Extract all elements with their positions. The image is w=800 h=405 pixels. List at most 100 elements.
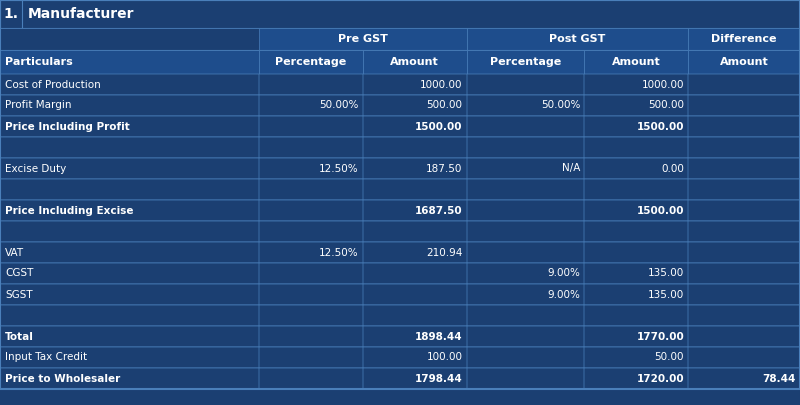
Bar: [363, 305, 466, 326]
Bar: [259, 221, 363, 242]
Text: SGST: SGST: [5, 290, 33, 300]
Bar: [363, 179, 466, 200]
Text: Input Tax Credit: Input Tax Credit: [5, 352, 87, 362]
Bar: [584, 50, 688, 74]
Bar: [0, 28, 800, 50]
Bar: [584, 179, 688, 200]
Text: N/A: N/A: [562, 164, 580, 173]
Bar: [259, 200, 363, 221]
Text: 9.00%: 9.00%: [547, 269, 580, 279]
Bar: [363, 50, 466, 74]
Text: Cost of Production: Cost of Production: [5, 79, 101, 90]
Bar: [0, 368, 259, 389]
Text: 1500.00: 1500.00: [637, 122, 684, 132]
Text: Amount: Amount: [720, 57, 769, 67]
Bar: [466, 50, 584, 74]
Bar: [466, 368, 584, 389]
Bar: [259, 28, 466, 50]
Bar: [0, 137, 800, 158]
Bar: [688, 242, 800, 263]
Bar: [584, 221, 688, 242]
Bar: [0, 179, 259, 200]
Bar: [0, 158, 259, 179]
Bar: [688, 326, 800, 347]
Bar: [0, 200, 259, 221]
Bar: [584, 74, 688, 95]
Bar: [0, 326, 259, 347]
Text: Excise Duty: Excise Duty: [5, 164, 66, 173]
Text: 0.00: 0.00: [661, 164, 684, 173]
Bar: [584, 95, 688, 116]
Text: Total: Total: [5, 332, 34, 341]
Bar: [259, 326, 363, 347]
Bar: [0, 50, 800, 74]
Bar: [0, 116, 259, 137]
Bar: [466, 284, 584, 305]
Bar: [363, 326, 466, 347]
Bar: [688, 221, 800, 242]
Bar: [0, 263, 259, 284]
Bar: [363, 221, 466, 242]
Bar: [466, 242, 584, 263]
Bar: [466, 263, 584, 284]
Bar: [688, 305, 800, 326]
Bar: [0, 242, 259, 263]
Bar: [259, 95, 363, 116]
Bar: [0, 305, 800, 326]
Bar: [0, 50, 259, 74]
Bar: [466, 158, 584, 179]
Bar: [0, 116, 800, 137]
Bar: [259, 305, 363, 326]
Text: Manufacturer: Manufacturer: [28, 7, 134, 21]
Bar: [688, 179, 800, 200]
Text: 1798.44: 1798.44: [415, 373, 462, 384]
Bar: [0, 221, 800, 242]
Text: 50.00%: 50.00%: [319, 100, 359, 111]
Bar: [0, 305, 259, 326]
Text: Price Including Excise: Price Including Excise: [5, 205, 134, 215]
Bar: [363, 74, 466, 95]
Text: 9.00%: 9.00%: [547, 290, 580, 300]
Text: Pre GST: Pre GST: [338, 34, 388, 44]
Bar: [584, 263, 688, 284]
Bar: [688, 263, 800, 284]
Bar: [0, 284, 800, 305]
Text: 12.50%: 12.50%: [319, 164, 359, 173]
Bar: [584, 200, 688, 221]
Bar: [259, 242, 363, 263]
Text: Price Including Profit: Price Including Profit: [5, 122, 130, 132]
Bar: [0, 74, 800, 95]
Text: 135.00: 135.00: [648, 269, 684, 279]
Bar: [259, 116, 363, 137]
Bar: [0, 347, 259, 368]
Bar: [466, 137, 584, 158]
Bar: [466, 28, 688, 50]
Bar: [688, 200, 800, 221]
Bar: [363, 347, 466, 368]
Text: Amount: Amount: [612, 57, 661, 67]
Text: 1500.00: 1500.00: [415, 122, 462, 132]
Bar: [688, 368, 800, 389]
Text: 12.50%: 12.50%: [319, 247, 359, 258]
Bar: [688, 116, 800, 137]
Bar: [584, 326, 688, 347]
Bar: [259, 284, 363, 305]
Bar: [363, 368, 466, 389]
Bar: [259, 179, 363, 200]
Text: 210.94: 210.94: [426, 247, 462, 258]
Bar: [0, 0, 22, 28]
Bar: [466, 116, 584, 137]
Bar: [466, 305, 584, 326]
Bar: [0, 0, 800, 28]
Text: 1720.00: 1720.00: [637, 373, 684, 384]
Bar: [363, 200, 466, 221]
Bar: [584, 368, 688, 389]
Bar: [584, 284, 688, 305]
Bar: [363, 158, 466, 179]
Text: Percentage: Percentage: [275, 57, 346, 67]
Bar: [688, 137, 800, 158]
Bar: [0, 347, 800, 368]
Bar: [584, 137, 688, 158]
Bar: [259, 50, 363, 74]
Bar: [0, 137, 259, 158]
